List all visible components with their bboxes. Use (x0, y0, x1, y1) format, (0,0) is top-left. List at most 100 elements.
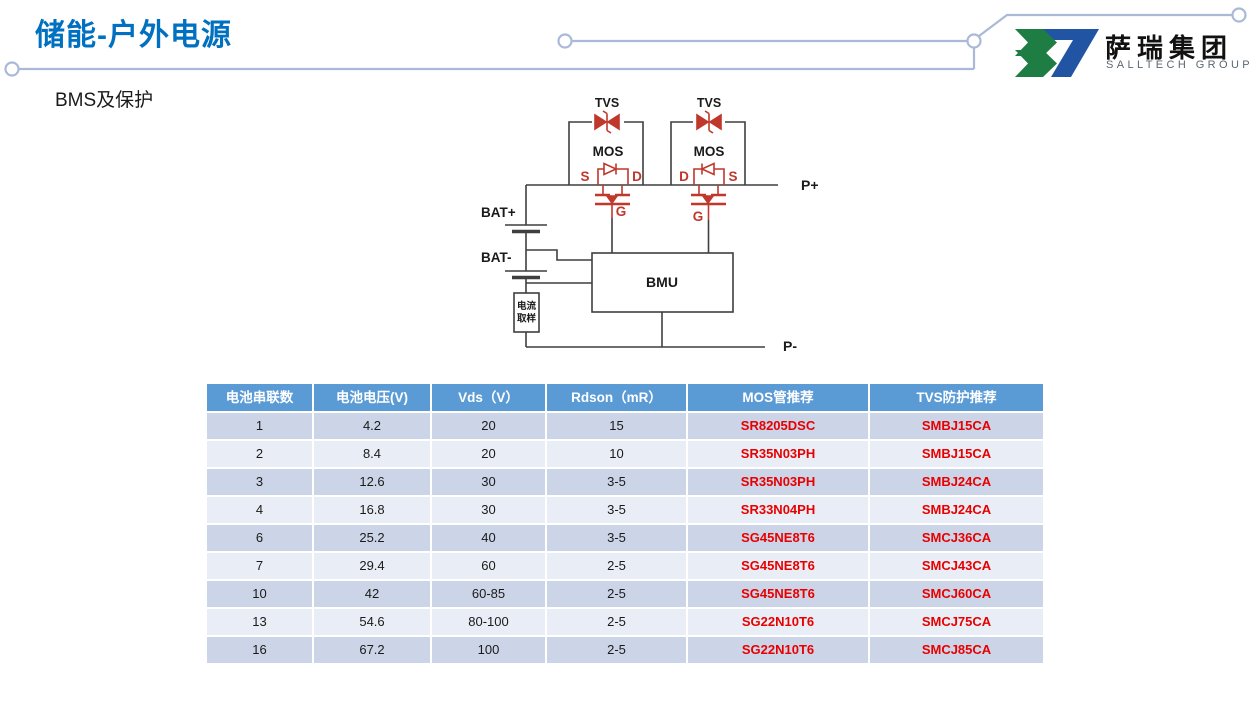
value-cell: 54.6 (314, 609, 430, 635)
table-body: 1 4.2 20 15 SR8205DSC SMBJ15CA 2 8.4 20 10 SR35N03… (207, 413, 1043, 663)
value-cell: 30 (432, 469, 545, 495)
section-subtitle: BMS及保护 (55, 90, 154, 111)
part-number-cell: SMBJ24CA (870, 469, 1043, 495)
value-cell: 15 (547, 413, 686, 439)
mosfet-right-icon (691, 162, 726, 220)
protection-components (594, 110, 726, 220)
drain-right-label: D (679, 169, 689, 184)
circuit-wires (505, 121, 778, 348)
value-cell: 16.8 (314, 497, 430, 523)
table-row: 10 42 60-85 2-5 SG45NE8T6 SMCJ60CA (207, 581, 1043, 607)
column-header: Rdson（mR） (547, 384, 686, 411)
table-row: 4 16.8 30 3-5 SR33N04PH SMBJ24CA (207, 497, 1043, 523)
mos-left-label: MOS (593, 144, 624, 159)
gate-wires (611, 218, 710, 253)
current-sense-label-1: 电流 (517, 300, 537, 312)
logo-blue-shape (1043, 29, 1099, 77)
current-sense-label-2: 取样 (517, 313, 537, 325)
table-row: 2 8.4 20 10 SR35N03PH SMBJ15CA (207, 441, 1043, 467)
gate-right-label: G (693, 209, 704, 224)
recommendation-table: 电池串联数 电池电压(V) Vds（V） Rdson（mR） MOS管推荐 TVS防护推荐… (207, 384, 1043, 663)
column-header: 电池电压(V) (314, 384, 430, 411)
part-number-cell: SR33N04PH (688, 497, 868, 523)
value-cell: 2-5 (547, 609, 686, 635)
tvs-diode-right-icon (696, 110, 722, 134)
value-cell: 2 (207, 441, 312, 467)
battery-short-plates (512, 229, 540, 280)
part-number-cell: SMBJ15CA (870, 413, 1043, 439)
logo: 萨瑞集团 SALLTECH GROUP (1013, 24, 1250, 80)
value-cell: 4 (207, 497, 312, 523)
value-cell: 3 (207, 469, 312, 495)
table-row: 3 12.6 30 3-5 SR35N03PH SMBJ24CA (207, 469, 1043, 495)
table-row: 6 25.2 40 3-5 SG45NE8T6 SMCJ36CA (207, 525, 1043, 551)
value-cell: 12.6 (314, 469, 430, 495)
decor-node-left (4, 61, 20, 77)
value-cell: 6 (207, 525, 312, 551)
tvs-diode-left-icon (594, 110, 620, 134)
table-row: 1 4.2 20 15 SR8205DSC SMBJ15CA (207, 413, 1043, 439)
battery-long-plates (505, 224, 547, 272)
value-cell: 10 (547, 441, 686, 467)
page-title: 储能-户外电源 (35, 19, 232, 52)
value-cell: 80-100 (432, 609, 545, 635)
value-cell: 60-85 (432, 581, 545, 607)
logo-green-chevron-top (1015, 29, 1057, 56)
part-number-cell: SMCJ36CA (870, 525, 1043, 551)
part-number-cell: SG22N10T6 (688, 609, 868, 635)
value-cell: 3-5 (547, 525, 686, 551)
value-cell: 25.2 (314, 525, 430, 551)
part-number-cell: SG22N10T6 (688, 637, 868, 663)
bmu-box (591, 252, 734, 313)
value-cell: 30 (432, 497, 545, 523)
part-number-cell: SG45NE8T6 (688, 525, 868, 551)
part-number-cell: SMBJ24CA (870, 497, 1043, 523)
value-cell: 29.4 (314, 553, 430, 579)
part-number-cell: SR8205DSC (688, 413, 868, 439)
value-cell: 13 (207, 609, 312, 635)
gate-left-label: G (616, 204, 627, 219)
part-number-cell: SR35N03PH (688, 441, 868, 467)
value-cell: 3-5 (547, 469, 686, 495)
bat-plus-label: BAT+ (481, 205, 516, 220)
value-cell: 40 (432, 525, 545, 551)
column-header: 电池串联数 (207, 384, 312, 411)
current-sense-box (513, 292, 540, 333)
table-row: 7 29.4 60 2-5 SG45NE8T6 SMCJ43CA (207, 553, 1043, 579)
logo-company-name: 萨瑞集团 (1105, 33, 1234, 63)
value-cell: 42 (314, 581, 430, 607)
value-cell: 20 (432, 441, 545, 467)
part-number-cell: SR35N03PH (688, 469, 868, 495)
logo-company-name-en: SALLTECH GROUP (1106, 59, 1254, 71)
logo-green-chevron-bottom (1015, 50, 1057, 77)
p-minus-label: P- (783, 338, 797, 354)
mosfet-left-icon (595, 162, 630, 218)
bat-minus-label: BAT- (481, 250, 512, 265)
table-header-row: 电池串联数 电池电压(V) Vds（V） Rdson（mR） MOS管推荐 TVS防护推荐 (207, 384, 1043, 411)
part-number-cell: SMCJ85CA (870, 637, 1043, 663)
part-number-cell: SMCJ75CA (870, 609, 1043, 635)
tvs-loop-left (568, 121, 644, 185)
bmu-sense-wire-1 (526, 249, 592, 261)
value-cell: 7 (207, 553, 312, 579)
drain-left-label: D (632, 169, 642, 184)
column-header: MOS管推荐 (688, 384, 868, 411)
value-cell: 8.4 (314, 441, 430, 467)
value-cell: 10 (207, 581, 312, 607)
tvs-loop-right (670, 121, 746, 185)
source-left-label: S (580, 169, 589, 184)
value-cell: 16 (207, 637, 312, 663)
column-header: TVS防护推荐 (870, 384, 1043, 411)
value-cell: 2-5 (547, 637, 686, 663)
part-number-cell: SG45NE8T6 (688, 581, 868, 607)
value-cell: 100 (432, 637, 545, 663)
value-cell: 67.2 (314, 637, 430, 663)
decor-node-mid-left (557, 33, 573, 49)
column-header: Vds（V） (432, 384, 545, 411)
table-row: 13 54.6 80-100 2-5 SG22N10T6 SMCJ75CA (207, 609, 1043, 635)
source-right-label: S (728, 169, 737, 184)
value-cell: 20 (432, 413, 545, 439)
part-number-cell: SMCJ60CA (870, 581, 1043, 607)
part-number-cell: SMCJ43CA (870, 553, 1043, 579)
value-cell: 2-5 (547, 581, 686, 607)
